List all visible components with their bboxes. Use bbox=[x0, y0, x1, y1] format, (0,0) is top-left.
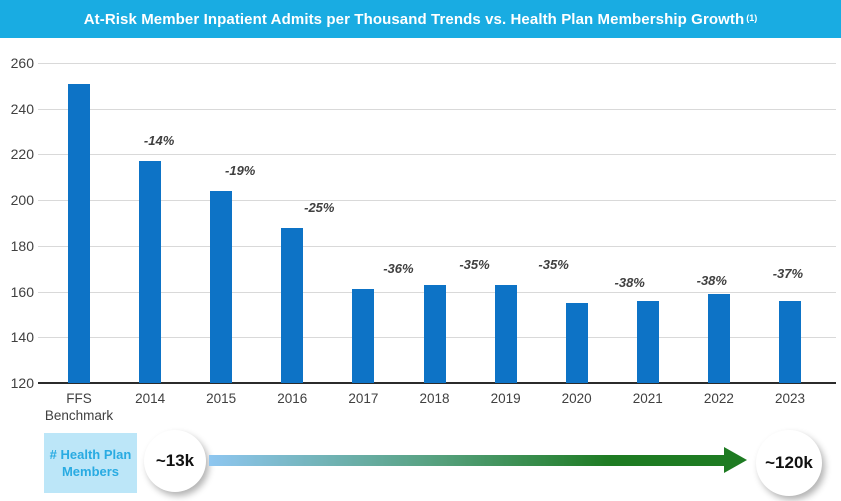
x-axis-label-2023: 2023 bbox=[774, 391, 806, 406]
x-axis-label-2014: 2014 bbox=[135, 391, 166, 406]
y-axis-label-120: 120 bbox=[10, 375, 34, 391]
y-axis-label-140: 140 bbox=[10, 329, 34, 346]
x-axis-label-2016: 2016 bbox=[277, 391, 308, 406]
x-axis-line bbox=[38, 382, 836, 384]
y-axis-label-200: 200 bbox=[10, 192, 34, 209]
bar-2019 bbox=[494, 284, 517, 383]
bar-label-2015: -19% bbox=[225, 163, 256, 178]
title-footnote-marker: (1) bbox=[746, 13, 758, 23]
bar-label-2014: -14% bbox=[143, 133, 175, 149]
x-axis-label-2021: 2021 bbox=[632, 391, 663, 406]
gridline-180 bbox=[38, 245, 836, 247]
bar-2022 bbox=[707, 293, 730, 383]
bar-label-2021: -38% bbox=[696, 272, 727, 288]
bar-chart: 260 240 220 200 180 160 140 120 FFS Benchmark -14… bbox=[10, 55, 836, 423]
bar-label-2018: -35% bbox=[459, 256, 490, 272]
y-axis-label-240: 240 bbox=[10, 100, 34, 117]
growth-arrowhead bbox=[724, 447, 747, 473]
bar-2021 bbox=[636, 300, 659, 383]
gridline-260 bbox=[38, 63, 836, 64]
bar-2016 bbox=[281, 227, 304, 383]
x-axis-label-2022: 2022 bbox=[703, 391, 734, 406]
membership-end-circle: ~120k bbox=[756, 430, 822, 496]
membership-label: # Health Plan Members bbox=[49, 447, 132, 479]
membership-label-box: # Health Plan Members bbox=[44, 433, 137, 493]
bar-FFS-Benchmark bbox=[68, 83, 90, 383]
x-axis-label-2017: 2017 bbox=[348, 391, 379, 406]
membership-start-value: ~13k bbox=[155, 451, 195, 470]
x-axis-label-2019: 2019 bbox=[490, 391, 521, 406]
bar-2017 bbox=[352, 289, 375, 383]
bar-2020 bbox=[565, 303, 588, 383]
bar-2018 bbox=[423, 284, 446, 383]
bar-label-2022: -37% bbox=[772, 265, 804, 281]
y-axis-label-220: 220 bbox=[10, 146, 34, 163]
gridline-240 bbox=[38, 108, 836, 110]
x-axis-label-FFS-Benchmark: FFS Benchmark bbox=[44, 391, 114, 423]
bar-2014 bbox=[139, 161, 162, 383]
x-axis-label-2018: 2018 bbox=[419, 391, 450, 406]
title-bar: At-Risk Member Inpatient Admits per Thou… bbox=[0, 0, 841, 38]
growth-arrow bbox=[209, 455, 725, 466]
bar-label-2016: -25% bbox=[304, 199, 335, 215]
x-axis-label-2020: 2020 bbox=[561, 391, 592, 406]
bar-label-2020: -38% bbox=[614, 275, 645, 290]
y-axis-label-180: 180 bbox=[10, 237, 34, 254]
y-axis-label-160: 160 bbox=[10, 283, 34, 300]
bar-label-2019: -35% bbox=[538, 256, 569, 272]
gridline-200 bbox=[38, 200, 836, 202]
x-axis-label-2015: 2015 bbox=[206, 391, 237, 406]
membership-start-circle: ~13k bbox=[144, 430, 206, 492]
bar-2023 bbox=[779, 300, 801, 383]
chart-title: At-Risk Member Inpatient Admits per Thou… bbox=[83, 10, 745, 28]
membership-growth-band: # Health Plan Members ~13k ~120k bbox=[0, 425, 841, 501]
gridline-220 bbox=[38, 154, 836, 156]
bar-2015 bbox=[210, 191, 233, 383]
bar-label-2017: -36% bbox=[383, 261, 414, 277]
y-axis-label-260: 260 bbox=[10, 55, 34, 71]
membership-end-value: ~120k bbox=[765, 453, 813, 472]
